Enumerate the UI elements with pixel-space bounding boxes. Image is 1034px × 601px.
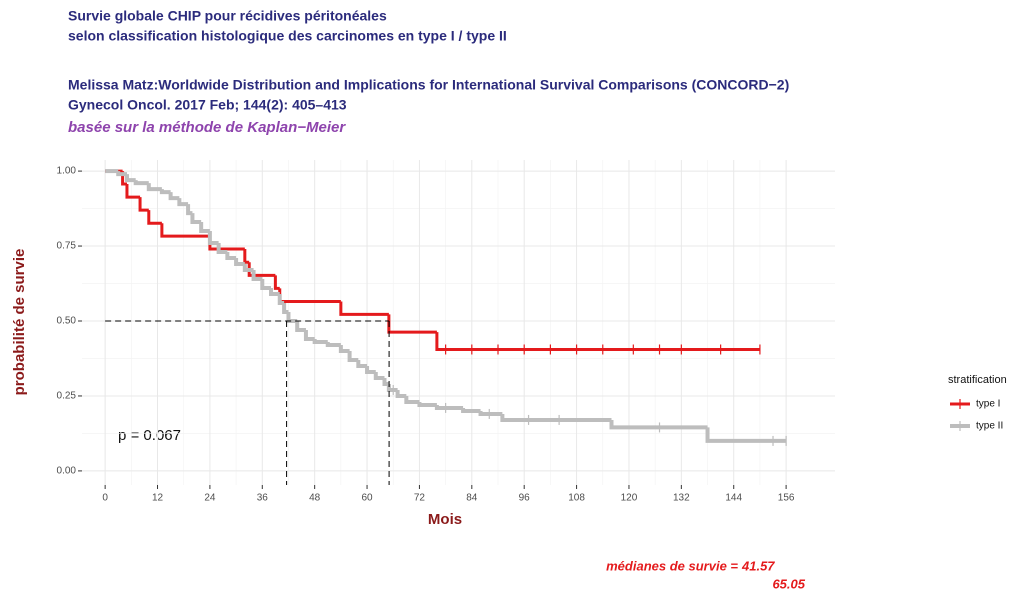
chart-title: selon classification histologique des ca…: [68, 28, 507, 44]
survival-step: [199, 222, 210, 234]
survival-step: [125, 183, 141, 199]
chart-subtitle: Melissa Matz:Worldwide Distribution and …: [68, 77, 789, 93]
x-tick-label: 0: [102, 493, 108, 504]
x-tick-label: 72: [414, 493, 426, 504]
survival-step: [138, 197, 149, 212]
survival-step: [159, 189, 171, 195]
survival-step: [234, 258, 245, 267]
chart-title: Survie globale CHIP pour récidives périt…: [68, 8, 387, 24]
survival-step: [356, 359, 368, 368]
survival-step: [282, 303, 289, 315]
x-tick-label: 144: [725, 493, 742, 504]
legend: type I type II: [950, 399, 1003, 432]
survival-step: [395, 389, 407, 398]
survival-step: [147, 210, 162, 225]
survival-step: [339, 301, 389, 316]
survival-step: [286, 312, 298, 324]
survival-step: [387, 314, 437, 334]
survival-step: [216, 243, 228, 255]
median-value: 65.05: [772, 576, 805, 591]
p-value: p = 0.067: [118, 427, 181, 444]
survival-step: [190, 213, 202, 225]
y-axis-label: probabilité de survie: [11, 249, 28, 396]
survival-step: [365, 365, 376, 374]
chart-subtitle: Gynecol Oncol. 2017 Feb; 144(2): 405–413: [68, 97, 347, 113]
survival-step: [225, 252, 237, 261]
survival-step: [303, 329, 315, 341]
survival-step: [260, 279, 272, 291]
survival-step: [347, 350, 359, 362]
survival-step: [242, 264, 254, 273]
y-tick-label: 0.00: [57, 466, 77, 477]
survival-step: [186, 204, 193, 216]
survival-step: [116, 171, 127, 177]
survival-step: [325, 341, 341, 347]
survival-step: [251, 270, 263, 282]
survival-step: [124, 174, 136, 183]
survival-step: [461, 407, 481, 413]
survival-step: [133, 180, 149, 186]
survival-step: [269, 288, 280, 297]
x-tick-label: 24: [204, 493, 216, 504]
survival-step: [312, 338, 328, 344]
survival-step: [207, 231, 219, 246]
survival-step: [404, 395, 420, 404]
y-tick-label: 0.75: [57, 241, 77, 252]
legend-label: type II: [976, 421, 1003, 432]
x-tick-label: 48: [309, 493, 321, 504]
survival-step: [160, 223, 210, 238]
median-value: 41.57: [741, 558, 775, 573]
survival-step: [705, 427, 787, 443]
x-tick-label: 36: [257, 493, 269, 504]
survival-step: [146, 183, 162, 192]
survival-step: [500, 413, 612, 422]
x-tick-label: 132: [673, 493, 690, 504]
median-text: médianes de survie =: [606, 558, 738, 573]
survival-step: [609, 419, 708, 430]
y-tick-label: 0.50: [57, 316, 77, 327]
x-tick-label: 84: [466, 493, 478, 504]
survival-step: [177, 198, 189, 207]
survival-step: [247, 262, 276, 277]
legend-label: type I: [976, 399, 1000, 410]
y-tick-label: 1.00: [57, 166, 77, 177]
survival-step: [435, 332, 760, 351]
survival-step: [168, 192, 180, 201]
y-tick-label: 0.25: [57, 391, 77, 402]
x-tick-label: 96: [519, 493, 531, 504]
x-tick-label: 60: [361, 493, 373, 504]
survival-step: [277, 294, 285, 306]
legend-title: stratification: [948, 374, 1007, 386]
x-tick-label: 12: [152, 493, 164, 504]
grid: 0 12 24 36 48 60 72 84 96 108 120 132 144 156 0.00 0.25…: [57, 160, 835, 504]
x-axis-label: Mois: [428, 511, 462, 528]
survival-step: [278, 288, 341, 304]
x-tick-label: 156: [778, 493, 795, 504]
survival-step: [243, 249, 250, 264]
survival-step: [373, 371, 385, 380]
survival-step: [382, 377, 389, 386]
plot: [105, 169, 787, 485]
survival-step: [295, 321, 306, 332]
x-tick-label: 108: [568, 493, 585, 504]
survival-step: [434, 404, 464, 410]
method-note: basée sur la méthode de Kaplan−Meier: [68, 119, 346, 136]
survival-step: [273, 275, 280, 290]
x-tick-label: 120: [621, 493, 638, 504]
survival-step: [478, 410, 503, 416]
survival-step: [417, 401, 437, 407]
survival-step: [338, 344, 350, 353]
